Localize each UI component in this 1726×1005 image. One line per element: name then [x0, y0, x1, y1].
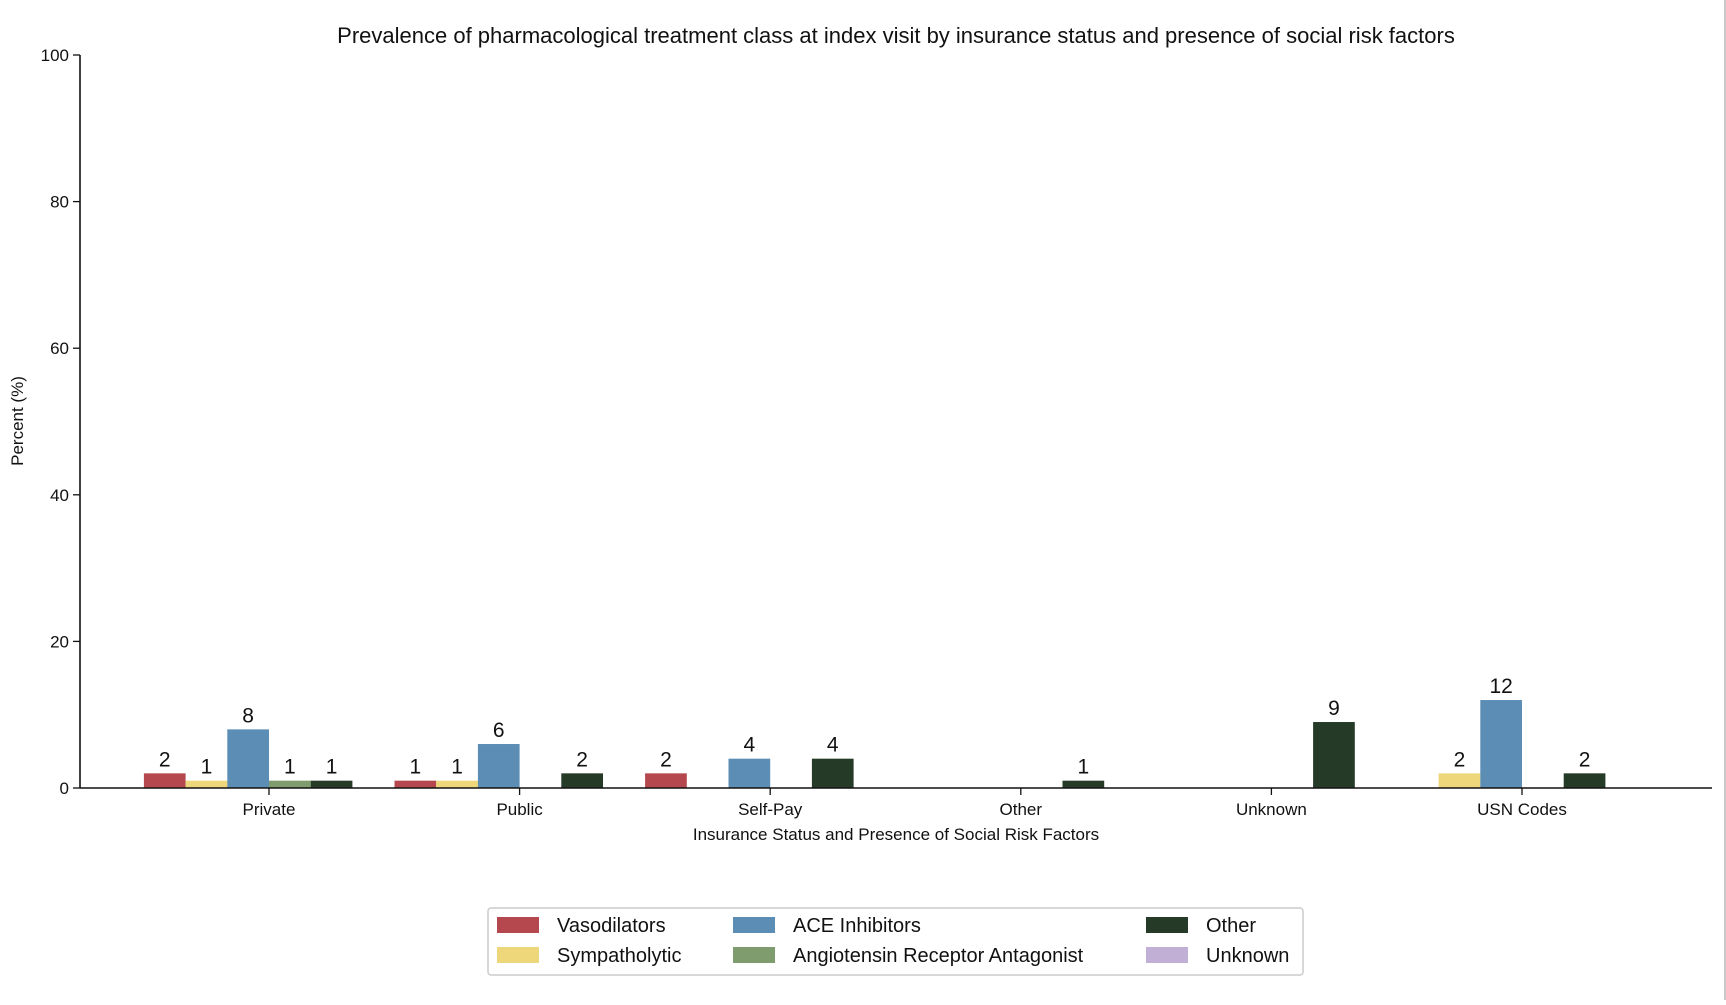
- bar-ace-inhibitors: [1480, 700, 1522, 788]
- legend-label: Vasodilators: [557, 915, 666, 937]
- legend-swatch: [733, 917, 775, 933]
- legend-label: ACE Inhibitors: [793, 915, 921, 937]
- data-label: 1: [451, 756, 463, 779]
- legend-label: Angiotensin Receptor Antagonist: [793, 945, 1084, 967]
- x-tick-label: Self-Pay: [738, 800, 803, 819]
- bar-ace-inhibitors: [728, 758, 771, 788]
- legend-label: Other: [1206, 915, 1256, 937]
- x-tick-label: Public: [496, 800, 543, 819]
- x-tick-label: Other: [1000, 800, 1043, 819]
- legend-swatch: [497, 947, 539, 963]
- data-label: 9: [1328, 697, 1340, 720]
- legend-label: Unknown: [1206, 945, 1289, 967]
- data-label: 12: [1489, 675, 1512, 698]
- bar-other: [1313, 722, 1355, 788]
- bar-angiotensin-receptor-antagonist: [269, 780, 311, 788]
- bar-vasodilators: [143, 773, 186, 788]
- y-tick-label: 40: [50, 486, 69, 505]
- data-label: 2: [159, 748, 171, 771]
- data-label: 4: [827, 734, 839, 757]
- data-label: 2: [1454, 748, 1466, 771]
- data-label: 4: [744, 734, 756, 757]
- y-tick-label: 20: [50, 632, 69, 651]
- legend-swatch: [497, 917, 539, 933]
- bar-other: [1563, 773, 1606, 788]
- bar-ace-inhibitors: [227, 729, 269, 788]
- x-tick-label: Private: [243, 800, 296, 819]
- bar-other: [561, 773, 603, 788]
- x-axis-label: Insurance Status and Presence of Social …: [693, 825, 1099, 844]
- data-label: 6: [493, 719, 505, 742]
- bar-sympatholytic: [436, 780, 478, 788]
- data-label: 2: [660, 748, 672, 771]
- y-axis-label: Percent (%): [8, 376, 27, 466]
- data-label: 1: [284, 756, 296, 779]
- data-label: 1: [410, 756, 422, 779]
- bar-vasodilators: [645, 773, 687, 788]
- chart-title: Prevalence of pharmacological treatment …: [337, 23, 1455, 48]
- y-tick-label: 0: [60, 779, 69, 798]
- data-label: 2: [1579, 748, 1591, 771]
- data-label: 2: [576, 748, 588, 771]
- legend-label: Sympatholytic: [557, 945, 682, 967]
- legend-swatch: [733, 947, 775, 963]
- x-tick-label: USN Codes: [1477, 800, 1567, 819]
- bar-sympatholytic: [1438, 773, 1481, 788]
- legend-swatch: [1146, 917, 1188, 933]
- data-label: 1: [1078, 756, 1090, 779]
- bar-other: [811, 758, 854, 788]
- y-tick-label: 100: [41, 46, 69, 65]
- x-tick-label: Unknown: [1236, 800, 1307, 819]
- y-tick-label: 80: [50, 193, 69, 212]
- data-label: 1: [201, 756, 213, 779]
- y-tick-label: 60: [50, 339, 69, 358]
- bar-other: [310, 780, 353, 788]
- legend: Vasodilators Sympatholytic ACE Inhibitors A…: [487, 907, 1304, 976]
- data-label: 1: [326, 756, 338, 779]
- legend-swatch: [1146, 947, 1188, 963]
- bar-other: [1062, 780, 1105, 788]
- legend-frame: [487, 907, 1304, 976]
- bar-vasodilators: [394, 780, 437, 788]
- plot-area: 0 20 40 60 80 100 2 1 8 1 1 Private 1 1 6 2 Public 2 4 4 Sel…: [41, 46, 1712, 819]
- data-label: 8: [242, 704, 254, 727]
- window-edge: [1724, 0, 1726, 1000]
- bar-ace-inhibitors: [477, 744, 520, 788]
- bar-sympatholytic: [185, 780, 228, 788]
